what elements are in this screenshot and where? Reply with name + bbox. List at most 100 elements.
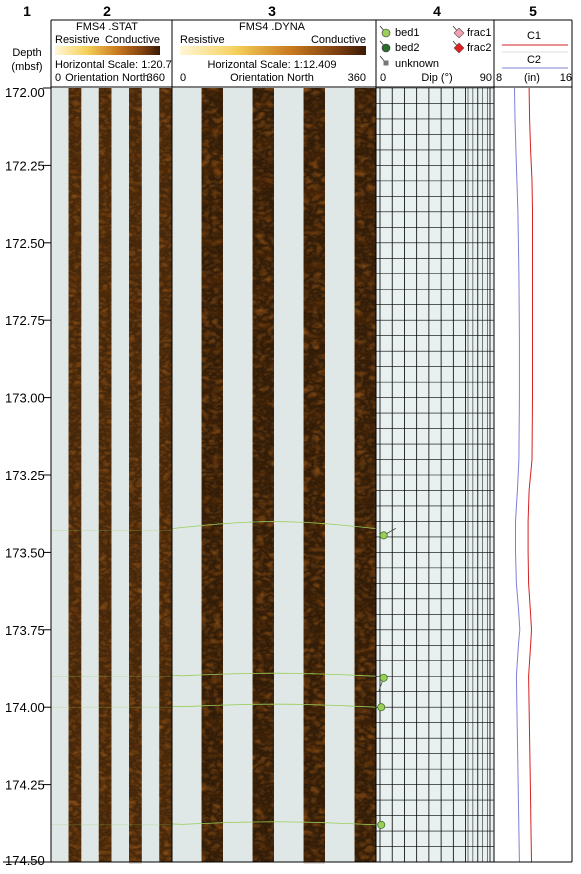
dyna-band [354,201,376,211]
bedding-trace [171,521,377,530]
dyna-band [303,225,325,229]
legend-marker-frac1 [453,27,465,39]
dyna-band [252,215,274,219]
stat-band [129,114,142,118]
dyna-band [303,632,325,642]
legend-label-frac1: frac1 [467,27,491,39]
stat-band [129,154,142,161]
stat-band [68,384,82,394]
stat-band [68,643,82,647]
depth-tick-label: 172.00 [5,85,45,100]
dyna-band [252,212,274,216]
stat-band [98,326,112,330]
stat-pad-texture [68,88,82,862]
stat-band [68,125,82,132]
c2-legend-label: C2 [527,54,541,66]
depth-tick-label: 174.50 [5,853,45,868]
dyna-band [354,534,376,544]
dyna-band [354,423,376,433]
stat-band [129,410,142,420]
stat-orientation-label: Orientation North [65,72,149,84]
stat-band [68,680,82,687]
dyna-band [252,141,274,148]
stat-band [98,212,112,216]
legend-marker-unknown [383,60,389,66]
dyna-band [201,495,223,505]
dyna-band [303,780,325,784]
stat-band [98,693,112,700]
dyna-band [252,730,274,740]
track-number-1: 1 [23,3,31,19]
dyna-band [303,484,325,491]
dyna-band [303,188,325,198]
dyna-band [303,262,325,269]
dyna-band [201,199,223,203]
dyna-band [201,754,223,758]
stat-band [68,91,82,95]
dyna-band [303,154,325,161]
dyna-band [303,743,325,753]
stat-band [159,204,172,214]
stat-band [98,252,112,259]
stat-pad-texture [98,88,112,862]
dyna-band [201,91,223,95]
dyna-band [252,619,274,629]
stat-band [68,236,82,243]
dyna-band [201,384,223,394]
stat-band [159,241,172,245]
track-number-4: 4 [433,3,441,19]
stat-band [98,397,112,407]
track-number-3: 3 [268,3,276,19]
dyna-pad [201,88,223,862]
depth-tick-label: 173.25 [5,468,45,483]
dyna-band [303,151,325,158]
dyna-band [252,326,274,330]
depth-tick-label: 173.00 [5,391,45,406]
stat-band [159,608,172,615]
stat-band [98,841,112,851]
dyna-pad-texture [201,88,223,862]
stat-track-header: FMS4 .STAT Resistive Conductive Horizont… [55,21,172,84]
stat-band [68,606,82,616]
dyna-band [201,347,223,354]
dyna-band [201,421,223,425]
depth-tick-label: 173.75 [5,623,45,638]
dyna-band [201,239,223,246]
stat-color-scale [55,46,160,55]
dyna-band [303,521,325,531]
dyna-band [354,275,376,282]
dyna-color-scale [180,46,366,55]
dyna-band [252,323,274,327]
dyna-band [201,236,223,243]
dyna-band [201,791,223,798]
c1-legend-label: C1 [527,30,541,42]
stat-band [98,767,112,771]
stat-band [129,854,142,864]
stat-band [159,793,172,797]
stat-band [98,582,112,589]
stat-band [159,682,172,686]
stat-band [68,199,82,203]
dyna-orientation-right: 360 [348,72,366,84]
bedding-trace [171,703,377,708]
legend-label-bed1: bed1 [395,27,419,39]
dyna-band [252,471,274,478]
stat-band [129,225,142,229]
dyna-band [354,571,376,575]
stat-band [68,88,82,92]
stat-band [129,595,142,602]
stat-band [159,349,172,353]
dyna-band [252,397,274,407]
dyna-band [201,313,223,317]
stat-band [98,434,112,438]
caliper-axis-unit: (in) [524,72,540,84]
figure-frame [3,19,573,863]
stat-band [98,730,112,740]
dip-picks [377,528,396,829]
stat-pad [68,88,82,862]
dyna-band [354,127,376,131]
dyna-band [252,434,274,438]
dyna-band [252,104,274,108]
stat-band [159,164,172,171]
legend-marker-bed1 [381,28,391,38]
